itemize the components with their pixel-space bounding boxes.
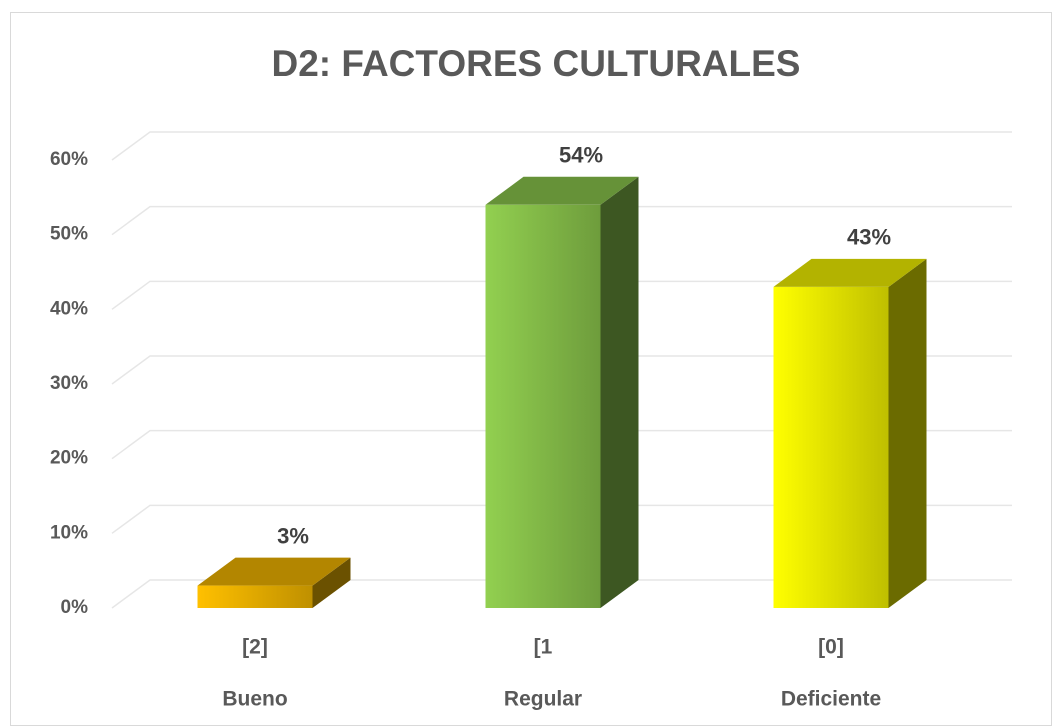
bar-side: [600, 176, 639, 609]
bar: [485, 204, 601, 609]
bar-top: [773, 258, 927, 287]
chart-title: D2: FACTORES CULTURALES: [272, 43, 801, 84]
y-tick-label: 20%: [50, 448, 88, 469]
grid-line: [111, 504, 1012, 534]
grid-line: [111, 355, 1012, 385]
bar-top: [197, 557, 351, 586]
x-tick-label: [0]: [818, 636, 844, 659]
grid-line: [111, 429, 1012, 460]
y-tick-label: 60%: [50, 149, 88, 170]
x-tick-sublabel: Regular: [504, 688, 582, 711]
x-tick-label: [2]: [242, 636, 268, 659]
y-tick-label: 10%: [50, 522, 88, 543]
grid-line: [111, 579, 1012, 609]
y-tick-label: 40%: [50, 298, 88, 319]
y-tick-label: 30%: [50, 373, 88, 394]
bar-side: [888, 258, 927, 608]
x-tick-sublabel: Bueno: [222, 688, 287, 711]
bar: [197, 585, 313, 608]
grid-line: [111, 280, 1012, 310]
y-tick-label: 0%: [61, 597, 89, 618]
bar-top: [485, 176, 639, 205]
data-label: 43%: [847, 225, 891, 250]
data-label: 3%: [277, 523, 309, 548]
data-label: 54%: [559, 143, 603, 168]
y-tick-label: 50%: [50, 224, 88, 245]
bar: [773, 286, 889, 608]
x-tick-label: [1: [534, 636, 553, 659]
bar-side: [312, 557, 351, 608]
grid-line: [111, 205, 1012, 236]
x-tick-sublabel: Deficiente: [781, 688, 881, 711]
grid-line: [111, 131, 1012, 161]
